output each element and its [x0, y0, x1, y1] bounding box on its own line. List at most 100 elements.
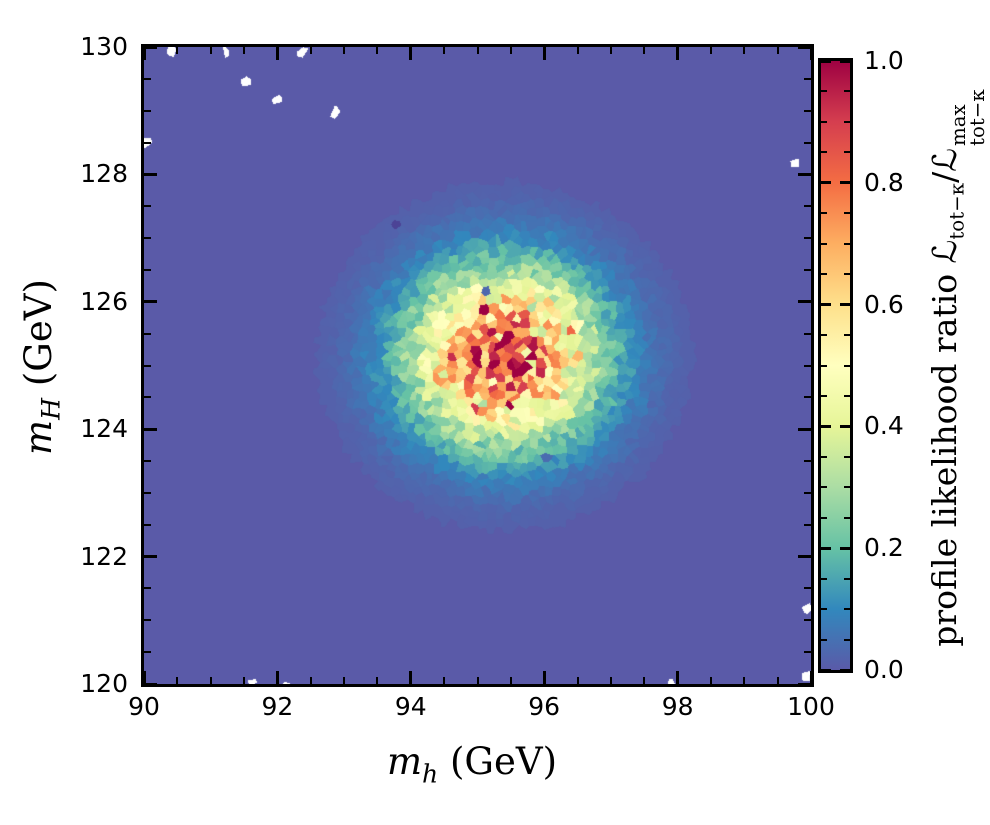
- x-axis-tick: [609, 47, 612, 54]
- x-axis-tick: [275, 47, 279, 60]
- colorbar-tick: [844, 638, 850, 641]
- colorbar-tick: [844, 486, 850, 489]
- y-axis-tick: [144, 651, 151, 654]
- y-axis-tick: [144, 332, 151, 335]
- colorbar-tick: [821, 455, 827, 458]
- y-axis-tick: [144, 491, 151, 494]
- y-axis-tick: [804, 364, 811, 367]
- colorbar-label-supsub-stack: max tot−κ: [947, 89, 989, 146]
- colorbar-label-subscript: tot−κ: [945, 182, 969, 240]
- x-axis-tick: [443, 677, 446, 684]
- x-axis-tick: [376, 677, 379, 684]
- y-axis-tick: [144, 205, 151, 208]
- colorbar-tick: [844, 364, 850, 367]
- colorbar: [818, 58, 853, 673]
- y-axis-tick: [804, 109, 811, 112]
- x-axis-tick: [142, 671, 146, 684]
- colorbar-tick: [821, 242, 827, 245]
- x-axis-tick: [275, 671, 279, 684]
- y-axis-tick: [144, 300, 157, 304]
- x-axis-tick: [809, 671, 813, 684]
- y-tick-label: 130: [80, 32, 128, 61]
- colorbar-tick-label: 0.6: [864, 289, 904, 319]
- x-axis-tick: [476, 47, 479, 54]
- x-axis-tick: [176, 47, 179, 54]
- x-axis-tick: [376, 47, 379, 54]
- x-axis-tick: [576, 677, 579, 684]
- colorbar-tick: [840, 668, 850, 672]
- y-axis-tick: [804, 268, 811, 271]
- x-axis-tick: [309, 47, 312, 54]
- colorbar-tick: [840, 546, 850, 550]
- x-axis-tick: [776, 47, 779, 54]
- colorbar-tick-label: 0.4: [864, 411, 904, 441]
- x-axis-tick: [509, 47, 512, 54]
- y-axis-tick: [144, 619, 151, 622]
- x-tick-label: 98: [661, 692, 694, 721]
- colorbar-tick: [821, 668, 831, 672]
- y-axis-tick: [804, 77, 811, 80]
- x-tick-label: 94: [394, 692, 427, 721]
- x-axis-tick: [343, 47, 346, 54]
- y-axis-tick: [144, 364, 151, 367]
- x-tick-label: 96: [528, 692, 561, 721]
- y-axis-tick: [798, 45, 811, 49]
- colorbar-tick: [844, 212, 850, 215]
- colorbar-tick: [821, 577, 827, 580]
- colorbar-tick: [844, 120, 850, 123]
- colorbar-tick: [844, 516, 850, 519]
- colorbar-tick: [821, 273, 827, 276]
- x-axis-variable: m: [386, 740, 423, 783]
- x-axis-tick: [776, 677, 779, 684]
- colorbar-label: profile likelihood ratio ℒtot−κ/ℒ max tot−…: [925, 18, 989, 718]
- y-axis-tick: [798, 555, 811, 559]
- x-axis-tick: [309, 677, 312, 684]
- x-tick-label: 90: [128, 692, 160, 721]
- y-axis-tick: [804, 205, 811, 208]
- y-tick-label: 122: [80, 541, 128, 571]
- y-axis-tick: [144, 682, 157, 686]
- y-tick-label: 120: [80, 669, 128, 698]
- y-axis-tick: [144, 237, 151, 240]
- colorbar-tick: [821, 181, 831, 185]
- x-axis-tick: [343, 677, 346, 684]
- y-axis-tick: [804, 491, 811, 494]
- colorbar-tick: [840, 181, 850, 185]
- x-axis-unit: (GeV): [438, 740, 558, 783]
- colorbar-tick: [844, 90, 850, 93]
- colorbar-tick: [821, 303, 831, 307]
- x-axis-tick: [676, 47, 680, 60]
- y-axis-tick: [144, 396, 151, 399]
- colorbar-tick: [821, 424, 831, 428]
- y-axis-tick: [144, 77, 151, 80]
- x-axis-tick: [176, 677, 179, 684]
- x-tick-label: 100: [787, 692, 835, 721]
- y-axis-tick: [798, 300, 811, 304]
- x-axis-tick: [576, 47, 579, 54]
- colorbar-tick: [821, 59, 831, 63]
- x-axis-tick: [676, 671, 680, 684]
- x-axis-tick: [709, 47, 712, 54]
- x-axis-tick: [743, 47, 746, 54]
- colorbar-tick: [844, 151, 850, 154]
- y-tick-label: 124: [80, 414, 128, 444]
- colorbar-tick: [844, 608, 850, 611]
- x-axis-tick: [509, 677, 512, 684]
- y-axis-tick: [144, 141, 151, 144]
- y-axis-tick: [144, 427, 157, 431]
- x-axis-variable-subscript: h: [422, 759, 439, 789]
- colorbar-tick: [844, 242, 850, 245]
- colorbar-tick-label: 0.2: [864, 533, 904, 563]
- x-axis-tick: [809, 47, 813, 60]
- y-axis-tick: [144, 523, 151, 526]
- x-axis-tick: [142, 47, 146, 60]
- colorbar-tick-label: 0.0: [864, 655, 904, 684]
- colorbar-tick: [821, 638, 827, 641]
- colorbar-tick: [821, 212, 827, 215]
- y-axis-tick: [804, 332, 811, 335]
- y-axis-tick: [144, 268, 151, 271]
- x-axis-tick: [243, 677, 246, 684]
- x-axis-tick: [743, 677, 746, 684]
- colorbar-tick: [821, 486, 827, 489]
- colorbar-tick: [844, 273, 850, 276]
